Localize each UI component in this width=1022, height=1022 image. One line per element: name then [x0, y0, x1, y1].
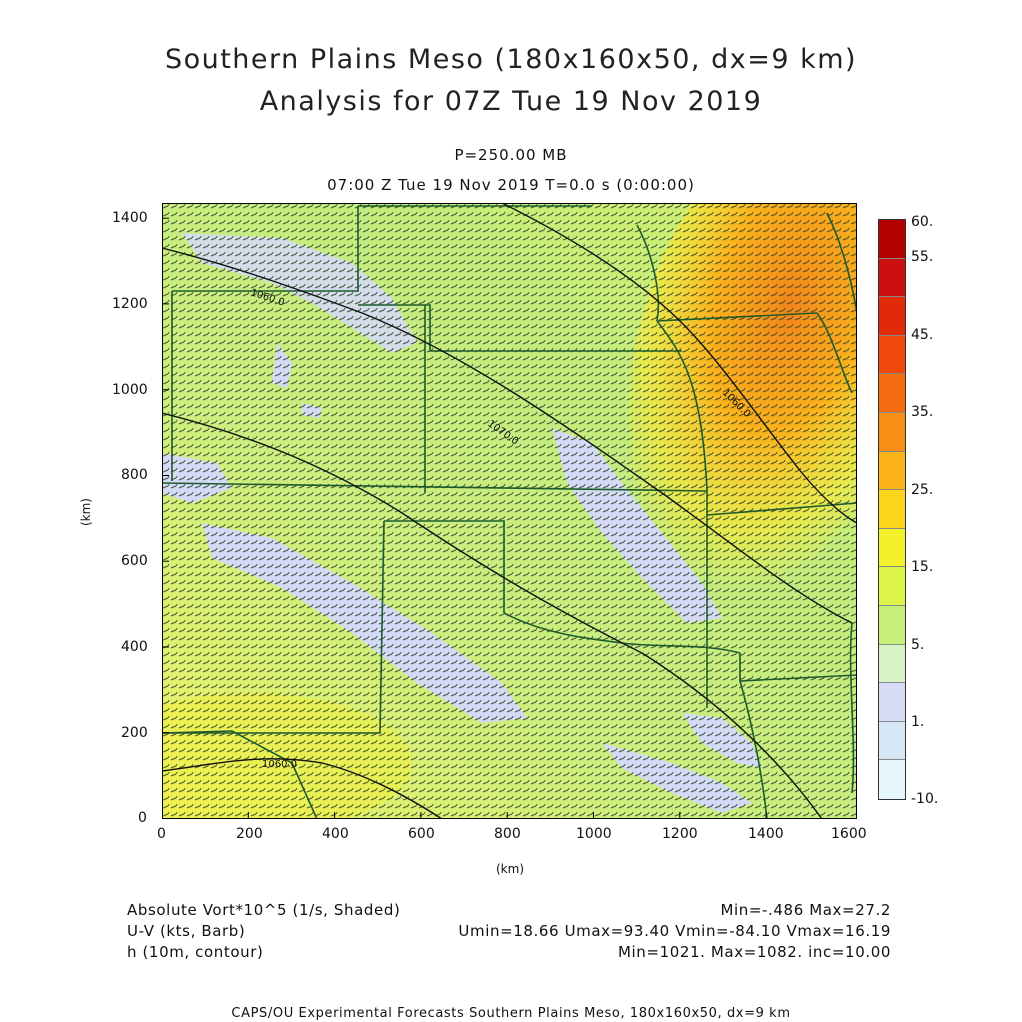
level-label: P=250.00 MB	[454, 146, 568, 164]
wind-barbs	[162, 203, 857, 819]
x-axis-label: (km)	[496, 862, 525, 876]
colorbar-segment	[879, 605, 905, 645]
colorbar-segment	[879, 760, 905, 799]
field-description-contour: h (10m, contour)	[127, 943, 264, 961]
colorbar-segment	[879, 528, 905, 568]
colorbar-segment	[879, 297, 905, 336]
contour-label: 1060.0	[262, 759, 297, 770]
colorbar-segment	[879, 412, 905, 452]
colorbar-segment	[879, 374, 905, 413]
colorbar-label: 60.	[911, 214, 934, 230]
colorbar	[878, 219, 906, 800]
colorbar-segment	[879, 258, 905, 298]
field-description-barb: U-V (kts, Barb)	[127, 922, 246, 940]
y-axis-label: (km)	[79, 497, 94, 527]
height-contours	[162, 203, 857, 819]
colorbar-segment	[879, 644, 905, 684]
colorbar-segment	[879, 220, 905, 259]
field-description-shaded: Absolute Vort*10^5 (1/s, Shaded)	[127, 901, 401, 919]
x-tick-label: 800	[494, 826, 521, 842]
x-tick-label: 1400	[748, 826, 784, 842]
colorbar-segment	[879, 335, 905, 375]
x-tick-label: 1600	[831, 826, 867, 842]
x-tick-label: 200	[236, 826, 263, 842]
x-tick-label: 400	[322, 826, 349, 842]
colorbar-segment	[879, 451, 905, 491]
y-tick-label: 1400	[112, 210, 148, 226]
colorbar-label: 55.	[911, 249, 934, 265]
y-tick-label: 0	[138, 810, 147, 826]
plot-frame	[162, 203, 857, 819]
title-line-2: Analysis for 07Z Tue 19 Nov 2019	[259, 86, 763, 117]
colorbar-segment	[879, 490, 905, 529]
colorbar-label: 25.	[911, 482, 934, 498]
colorbar-label: 1.	[911, 714, 925, 730]
axis-ticks	[162, 217, 767, 819]
title-line-1: Southern Plains Meso (180x160x50, dx=9 k…	[164, 44, 858, 75]
footer-credit: CAPS/OU Experimental Forecasts Southern …	[231, 1006, 791, 1021]
contour-stats: Min=1021. Max=1082. inc=10.00	[617, 943, 891, 961]
y-tick-label: 1200	[112, 296, 148, 312]
colorbar-label: 35.	[911, 404, 934, 420]
map-plot: 1060.0 1070.0 1060.0 1060.0	[162, 203, 857, 819]
colorbar-segment	[879, 721, 905, 761]
x-tick-label: 1200	[662, 826, 698, 842]
x-tick-label: 0	[157, 826, 166, 842]
colorbar-label: 45.	[911, 327, 934, 343]
y-tick-label: 1000	[112, 382, 148, 398]
y-tick-label: 600	[121, 553, 148, 569]
colorbar-label: -10.	[911, 791, 939, 807]
y-tick-label: 400	[121, 639, 148, 655]
wind-stats: Umin=18.66 Umax=93.40 Vmin=-84.10 Vmax=1…	[458, 922, 891, 940]
y-tick-label: 800	[121, 467, 148, 483]
x-tick-label: 600	[408, 826, 435, 842]
colorbar-segment	[879, 683, 905, 722]
state-borders	[162, 205, 857, 819]
x-tick-label: 1000	[576, 826, 612, 842]
valid-time-label: 07:00 Z Tue 19 Nov 2019 T=0.0 s (0:00:00…	[327, 176, 695, 194]
shaded-stats: Min=-.486 Max=27.2	[720, 901, 891, 919]
colorbar-label: 15.	[911, 559, 934, 575]
colorbar-label: 5.	[911, 637, 925, 653]
colorbar-segment	[879, 567, 905, 606]
y-tick-label: 200	[121, 725, 148, 741]
